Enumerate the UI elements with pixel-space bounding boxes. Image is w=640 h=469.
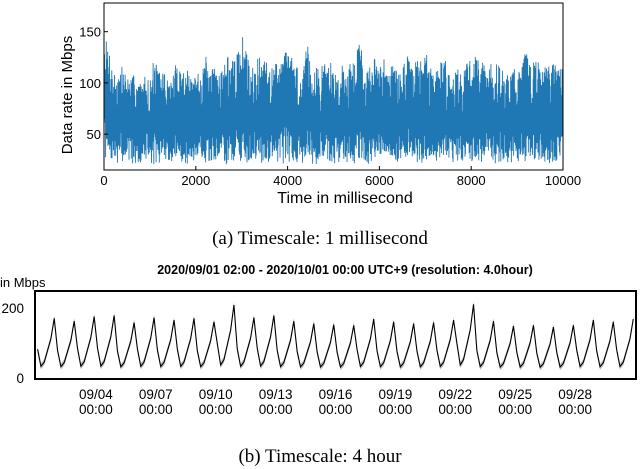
chart-b-frame — [34, 290, 637, 380]
chart-a-xtick-label: 4000 — [273, 173, 302, 188]
chart-a-xtick-label: 2000 — [181, 173, 210, 188]
chart-b-line — [37, 304, 634, 369]
chart-a-ytick-label: 150 — [79, 25, 101, 40]
chart-b-xtick-time: 00:00 — [558, 402, 592, 417]
chart-a: 0 2000 4000 6000 8000 10000 50 100 150 Data rate… — [59, 2, 581, 249]
chart-b-xtick-time: 00:00 — [498, 402, 532, 417]
chart-a-ytick-label: 100 — [79, 76, 101, 91]
chart-b-ticks: 09/0400:0009/0700:0009/1000:0009/1300:00… — [1, 301, 592, 417]
chart-b-xtick-time: 00:00 — [199, 402, 233, 417]
chart-a-ytick-label: 50 — [87, 127, 101, 142]
chart-b-xtick-date: 09/28 — [558, 387, 592, 402]
chart-b-xtick-time: 00:00 — [379, 402, 413, 417]
chart-b-xtick-date: 09/10 — [199, 387, 233, 402]
chart-b-xtick-date: 09/25 — [498, 387, 532, 402]
chart-b-xtick-time: 00:00 — [139, 402, 173, 417]
chart-b-xtick-time: 00:00 — [438, 402, 472, 417]
chart-b-xtick-time: 00:00 — [319, 402, 353, 417]
chart-b-ytick-label: 200 — [1, 301, 24, 316]
chart-b-ytick-label: 0 — [16, 371, 24, 386]
chart-a-caption: (a) Timescale: 1 millisecond — [212, 228, 428, 249]
chart-b-caption: (b) Timescale: 4 hour — [238, 446, 402, 467]
chart-a-xtick-label: 8000 — [457, 173, 486, 188]
chart-a-line — [103, 37, 564, 165]
chart-b-xtick-date: 09/07 — [139, 387, 173, 402]
chart-b-series — [37, 301, 634, 371]
chart-b-xtick-date: 09/13 — [259, 387, 293, 402]
chart-a-series — [103, 37, 564, 165]
chart-b-xtick-time: 00:00 — [259, 402, 293, 417]
chart-a-ylabel: Data rate in Mbps — [59, 36, 76, 154]
chart-b-ylabel: in Mbps — [0, 275, 46, 290]
chart-b-xtick-date: 09/19 — [379, 387, 413, 402]
chart-b-title: 2020/09/01 02:00 - 2020/10/01 00:00 UTC+… — [157, 263, 533, 277]
chart-a-ticks: 0 2000 4000 6000 8000 10000 50 100 150 — [79, 25, 581, 188]
chart-b-xtick-time: 00:00 — [79, 402, 113, 417]
chart-b-xtick-date: 09/22 — [438, 387, 472, 402]
chart-b: 2020/09/01 02:00 - 2020/10/01 00:00 UTC+… — [0, 263, 637, 467]
chart-a-xlabel: Time in millisecond — [277, 190, 412, 207]
chart-b-xtick-date: 09/16 — [319, 387, 353, 402]
chart-a-xtick-label: 10000 — [545, 173, 581, 188]
chart-a-xtick-label: 0 — [100, 173, 107, 188]
chart-b-xtick-date: 09/04 — [79, 387, 113, 402]
chart-a-xtick-label: 6000 — [365, 173, 394, 188]
chart-a-frame — [103, 2, 564, 171]
